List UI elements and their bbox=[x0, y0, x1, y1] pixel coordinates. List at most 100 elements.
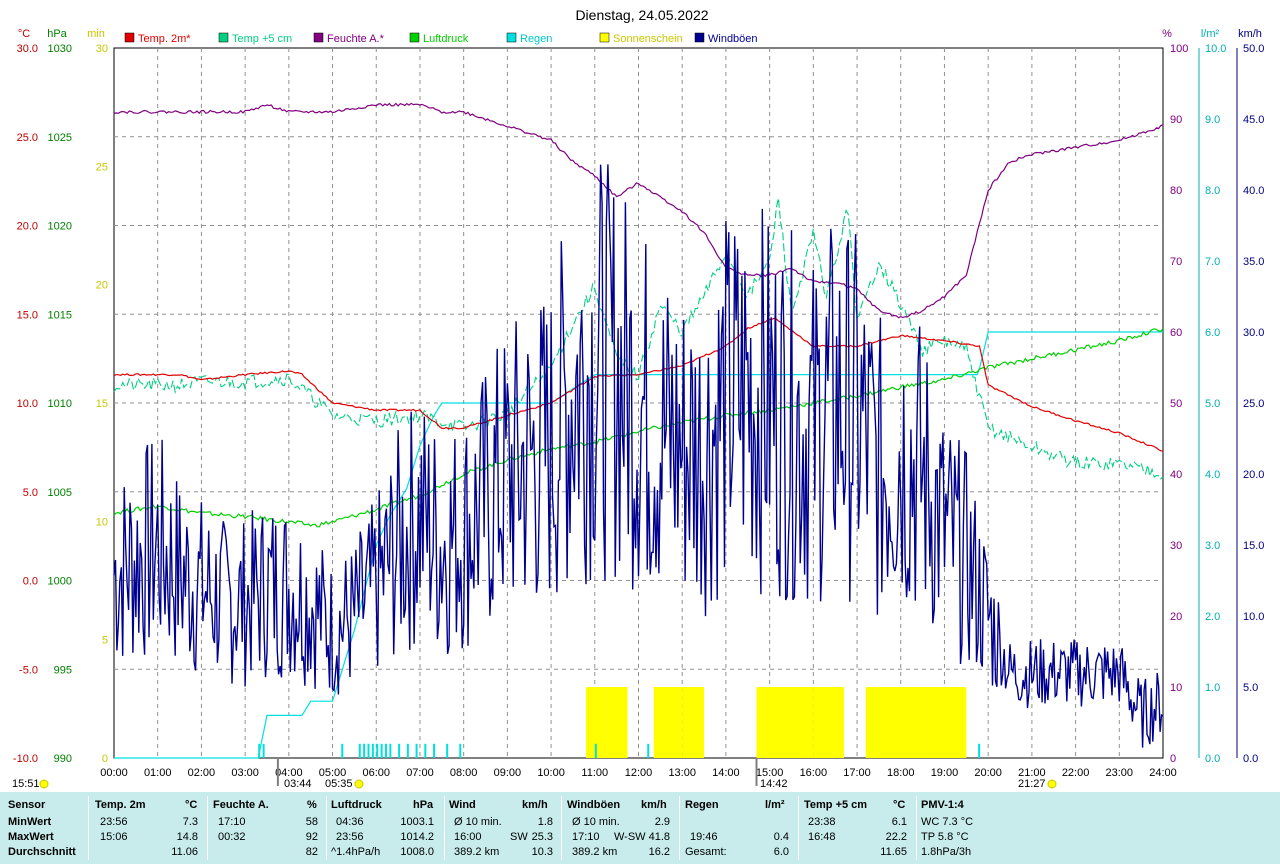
x-tick-label: 04:00 bbox=[275, 767, 303, 779]
max-temp-time-label: 14:42 bbox=[760, 778, 788, 790]
wind-tick-label: 0.0 bbox=[1243, 753, 1258, 765]
chart-legend: Temp. 2m* Temp +5 cm Feuchte A.* Luftdruck R… bbox=[124, 32, 758, 45]
rain-bar bbox=[371, 743, 374, 758]
wind-tick-label: 35.0 bbox=[1243, 256, 1264, 268]
low-pressure-marker bbox=[276, 758, 279, 786]
stats-r-value: 0.4 bbox=[773, 831, 789, 843]
legend-swatch bbox=[506, 32, 517, 43]
pressure-tick-label: 990 bbox=[54, 753, 72, 765]
rain-bar bbox=[376, 743, 379, 758]
pressure-tick-label: 1030 bbox=[48, 43, 72, 55]
x-tick-label: 17:00 bbox=[843, 767, 871, 779]
stats-r-value: 6.0 bbox=[773, 846, 789, 858]
chart-axes: 30.025.020.015.010.05.00.0-5.0-10.010301… bbox=[13, 28, 1265, 765]
x-tick-label: 00:00 bbox=[100, 767, 128, 779]
pressure-tick-label: 1010 bbox=[48, 398, 72, 410]
stats-wb-time: 17:10 bbox=[572, 831, 600, 843]
stats-header-feuchte-unit: % bbox=[307, 799, 317, 811]
x-tick-label: 14:00 bbox=[712, 767, 740, 779]
rain-bar bbox=[406, 743, 409, 758]
low-pressure-time-label: 03:44 bbox=[284, 778, 312, 790]
humidity-tick-label: 100 bbox=[1170, 43, 1188, 55]
legend-swatch bbox=[313, 32, 324, 43]
x-tick-label: 01:00 bbox=[144, 767, 172, 779]
stats-l-value: 1003.1 bbox=[400, 816, 434, 828]
x-tick-label: 11:00 bbox=[581, 767, 608, 779]
x-tick-label: 03:00 bbox=[231, 767, 259, 779]
temp-tick-label: 0.0 bbox=[23, 576, 38, 588]
x-tick-label: 08:00 bbox=[450, 767, 478, 779]
stats-w-value: 1.8 bbox=[537, 816, 553, 828]
stats-pmv: 1.8hPa/3h bbox=[921, 846, 972, 858]
pressure-tick-label: 1020 bbox=[48, 221, 72, 233]
stats-l-time: ^1.4hPa/h bbox=[331, 846, 381, 858]
wind-axis-label: km/h bbox=[1238, 28, 1262, 40]
x-tick-label: 13:00 bbox=[668, 767, 696, 779]
stats-header-temp5cm: Temp +5 cm bbox=[804, 799, 868, 811]
rain-bar bbox=[647, 743, 650, 758]
rain-bar bbox=[424, 743, 427, 758]
sunshine-bar bbox=[756, 687, 814, 758]
x-tick-label: 09:00 bbox=[494, 767, 522, 779]
stats-header-temp5cm-unit: °C bbox=[893, 799, 906, 811]
x-axis: 00:00 01:00 02:00 03:00 04:00 05:00 06:00 07:00… bbox=[100, 767, 1177, 779]
x-tick-label: 02:00 bbox=[188, 767, 216, 779]
temp-tick-label: 20.0 bbox=[17, 221, 38, 233]
sunshine-bar bbox=[607, 687, 628, 758]
rain-bar bbox=[363, 743, 366, 758]
humidity-tick-label: 20 bbox=[1170, 611, 1182, 623]
series-feuchte-a- bbox=[113, 102, 1164, 319]
rain-bar bbox=[446, 743, 449, 758]
legend-swatch bbox=[124, 32, 135, 43]
x-tick-label: 20:00 bbox=[974, 767, 1002, 779]
stats-wb-value: 2.9 bbox=[654, 816, 670, 828]
sun-markers: 15:51 03:44 05:35 14:42 21:27 bbox=[12, 758, 1057, 790]
series-windboeen bbox=[113, 164, 1164, 748]
temp-tick-label: 5.0 bbox=[23, 487, 38, 499]
stats-t2-value: 11.06 bbox=[171, 846, 198, 858]
series-luftdruck bbox=[113, 328, 1164, 528]
pressure-tick-label: 1005 bbox=[48, 487, 72, 499]
stats-r-time: 19:46 bbox=[690, 831, 718, 843]
x-tick-label: 10:00 bbox=[537, 767, 565, 779]
rain-bar bbox=[341, 743, 344, 758]
stats-l-time: 23:56 bbox=[336, 831, 364, 843]
legend-label: Temp. 2m* bbox=[138, 33, 191, 45]
stats-pmv: TP 5.8 °C bbox=[921, 831, 969, 843]
stats-header-regen-unit: l/m² bbox=[765, 799, 785, 811]
x-tick-label: 05:00 bbox=[319, 767, 347, 779]
stats-t2-time: 23:56 bbox=[100, 816, 128, 828]
humidity-tick-label: 80 bbox=[1170, 185, 1182, 197]
rain-tick-label: 8.0 bbox=[1205, 185, 1220, 197]
x-tick-label: 07:00 bbox=[406, 767, 434, 779]
wind-tick-label: 10.0 bbox=[1243, 611, 1264, 623]
temp-tick-label: 25.0 bbox=[17, 132, 38, 144]
sunshine-bar bbox=[682, 687, 705, 758]
stats-t2-time: 15:06 bbox=[100, 831, 128, 843]
stats-row-label: MinWert bbox=[8, 816, 52, 828]
legend-label: Temp +5 cm bbox=[232, 33, 292, 45]
rain-tick-label: 7.0 bbox=[1205, 256, 1220, 268]
temp-tick-label: 10.0 bbox=[17, 398, 38, 410]
stats-f-value: 58 bbox=[305, 816, 318, 828]
wind-tick-label: 45.0 bbox=[1243, 114, 1264, 126]
sunshine-bar bbox=[586, 687, 608, 758]
stats-t2-value: 7.3 bbox=[182, 816, 198, 828]
stats-row-label: Durchschnitt bbox=[8, 846, 76, 858]
stats-header-sensor: Sensor bbox=[8, 799, 46, 811]
first-time-label: 15:51 bbox=[12, 778, 40, 790]
x-tick-label: 24:00 bbox=[1149, 767, 1177, 779]
sunshine-bar bbox=[865, 687, 923, 758]
temp-axis-label: °C bbox=[18, 28, 30, 40]
x-tick-label: 12:00 bbox=[625, 767, 653, 779]
stats-pmv: WC 7.3 °C bbox=[921, 816, 974, 828]
x-tick-label: 19:00 bbox=[931, 767, 959, 779]
humidity-tick-label: 0 bbox=[1170, 753, 1176, 765]
stats-header-wind: Wind bbox=[449, 799, 476, 811]
stats-l-time: 04:36 bbox=[336, 816, 364, 828]
statistics-panel: Sensor Temp. 2m °C Feuchte A. % Luftdruc… bbox=[0, 792, 1280, 864]
stats-r-time: Gesamt: bbox=[685, 846, 727, 858]
stats-w-value: 10.3 bbox=[531, 846, 553, 858]
sunshine-tick-label: 25 bbox=[96, 161, 108, 173]
series-temp-5-cm bbox=[113, 197, 1164, 480]
